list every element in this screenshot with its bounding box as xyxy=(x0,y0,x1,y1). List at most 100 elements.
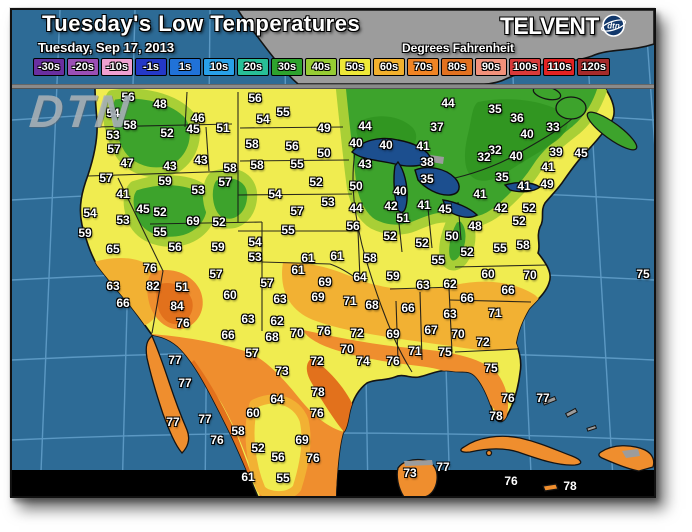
temp-label: 43 xyxy=(358,157,372,171)
temp-label: 48 xyxy=(153,97,167,111)
temp-label: 56 xyxy=(248,91,262,105)
legend-chip-10s: 10s xyxy=(203,58,235,76)
temp-label: 36 xyxy=(510,111,524,125)
temp-label: 77 xyxy=(168,353,182,367)
state-borders xyxy=(87,91,575,373)
temp-label: 61 xyxy=(291,263,305,277)
temp-label: 78 xyxy=(563,479,577,493)
map-title: Tuesday's Low Temperatures xyxy=(42,11,361,36)
temp-label: 60 xyxy=(246,406,260,420)
temp-label: 56 xyxy=(121,90,135,104)
temp-label: 76 xyxy=(210,433,224,447)
temp-label: 42 xyxy=(494,201,508,215)
temp-label: 49 xyxy=(317,121,331,135)
temp-label: 52 xyxy=(383,229,397,243)
temp-label: 50 xyxy=(445,229,459,243)
temp-label: 60 xyxy=(223,288,237,302)
temp-label: 44 xyxy=(349,201,363,215)
temp-label: 70 xyxy=(340,342,354,356)
temp-label: 62 xyxy=(443,277,457,291)
temp-label: 55 xyxy=(290,157,304,171)
temp-label: 41 xyxy=(541,160,555,174)
temp-label: 54 xyxy=(248,235,262,249)
temp-label: 40 xyxy=(349,136,363,150)
legend-chip-100s: 100s xyxy=(509,58,542,76)
legend-chip--30s: -30s xyxy=(33,58,65,76)
temp-label: 69 xyxy=(295,433,309,447)
temp-label: 70 xyxy=(523,268,537,282)
temp-label: 52 xyxy=(512,214,526,228)
caribbean-islands xyxy=(460,395,654,492)
temp-label: 52 xyxy=(160,126,174,140)
temp-label: 56 xyxy=(346,219,360,233)
temp-label: 51 xyxy=(216,121,230,135)
temp-label: 72 xyxy=(350,326,364,340)
temp-label: 73 xyxy=(275,364,289,378)
legend-chip-50s: 50s xyxy=(339,58,371,76)
dtn-globe-label: dtn xyxy=(607,22,620,31)
legend-chip-20s: 20s xyxy=(237,58,269,76)
temp-label: 56 xyxy=(168,240,182,254)
temp-label: 53 xyxy=(248,250,262,264)
temp-label: 54 xyxy=(268,187,282,201)
temp-label: 69 xyxy=(318,275,332,289)
temp-label: 66 xyxy=(401,301,415,315)
temp-label: 47 xyxy=(120,156,134,170)
temp-label: 42 xyxy=(384,199,398,213)
temp-label: 61 xyxy=(330,249,344,263)
temp-label: 70 xyxy=(290,326,304,340)
temp-label: 55 xyxy=(276,105,290,119)
temp-label: 70 xyxy=(451,327,465,341)
temp-label: 66 xyxy=(221,328,235,342)
temperature-legend: -30s -20s -10s -1s 1s 10s 20s 30s 40s 50s 60s 70s 80… xyxy=(33,58,610,76)
temp-label: 76 xyxy=(310,406,324,420)
temp-label: 68 xyxy=(265,330,279,344)
temp-label: 41 xyxy=(417,198,431,212)
temp-label: 48 xyxy=(468,219,482,233)
temp-label: 38 xyxy=(420,155,434,169)
temp-label: 40 xyxy=(520,127,534,141)
temp-label: 66 xyxy=(460,291,474,305)
temp-label: 52 xyxy=(415,236,429,250)
bahamas-islands xyxy=(542,395,598,432)
map-date: Tuesday, Sep 17, 2013 xyxy=(38,40,175,55)
temp-label: 40 xyxy=(393,184,407,198)
temp-label: 77 xyxy=(436,460,450,474)
temp-label: 55 xyxy=(153,225,167,239)
temp-label: 43 xyxy=(194,153,208,167)
temp-label: 52 xyxy=(212,215,226,229)
legend-chip-80s: 80s xyxy=(441,58,473,76)
temp-label: 77 xyxy=(166,415,180,429)
temp-label: 77 xyxy=(178,376,192,390)
legend-chip-120s: 120s xyxy=(577,58,610,76)
temp-label: 45 xyxy=(136,202,150,216)
temp-label: 55 xyxy=(493,241,507,255)
temp-label: 33 xyxy=(546,120,560,134)
temperature-labels-layer: 56 48 54 58 46 45 51 53 52 57 47 43 43 58 57 59 57 53 41 45… xyxy=(12,10,654,496)
yucatan-peninsula xyxy=(396,458,438,496)
legend-chip--1s: -1s xyxy=(135,58,167,76)
temp-label: 78 xyxy=(311,385,325,399)
temp-label: 61 xyxy=(241,470,255,484)
temp-label: 58 xyxy=(123,118,137,132)
temp-label: 77 xyxy=(198,412,212,426)
temp-label: 64 xyxy=(270,392,284,406)
temp-label: 52 xyxy=(522,201,536,215)
temp-label: 54 xyxy=(106,106,120,120)
temp-label: 41 xyxy=(416,139,430,153)
temp-label: 35 xyxy=(420,172,434,186)
dtn-globe-icon: dtn xyxy=(600,12,627,44)
temp-label: 60 xyxy=(481,267,495,281)
temp-label: 71 xyxy=(343,294,357,308)
temp-label: 58 xyxy=(231,424,245,438)
temp-label: 39 xyxy=(549,145,563,159)
temp-label: 72 xyxy=(310,354,324,368)
temp-label: 52 xyxy=(251,441,265,455)
temp-label: 58 xyxy=(250,158,264,172)
temp-label: 55 xyxy=(281,223,295,237)
legend-chip-70s: 70s xyxy=(407,58,439,76)
temp-label: 54 xyxy=(83,206,97,220)
temp-label: 57 xyxy=(290,204,304,218)
temp-label: 49 xyxy=(540,177,554,191)
